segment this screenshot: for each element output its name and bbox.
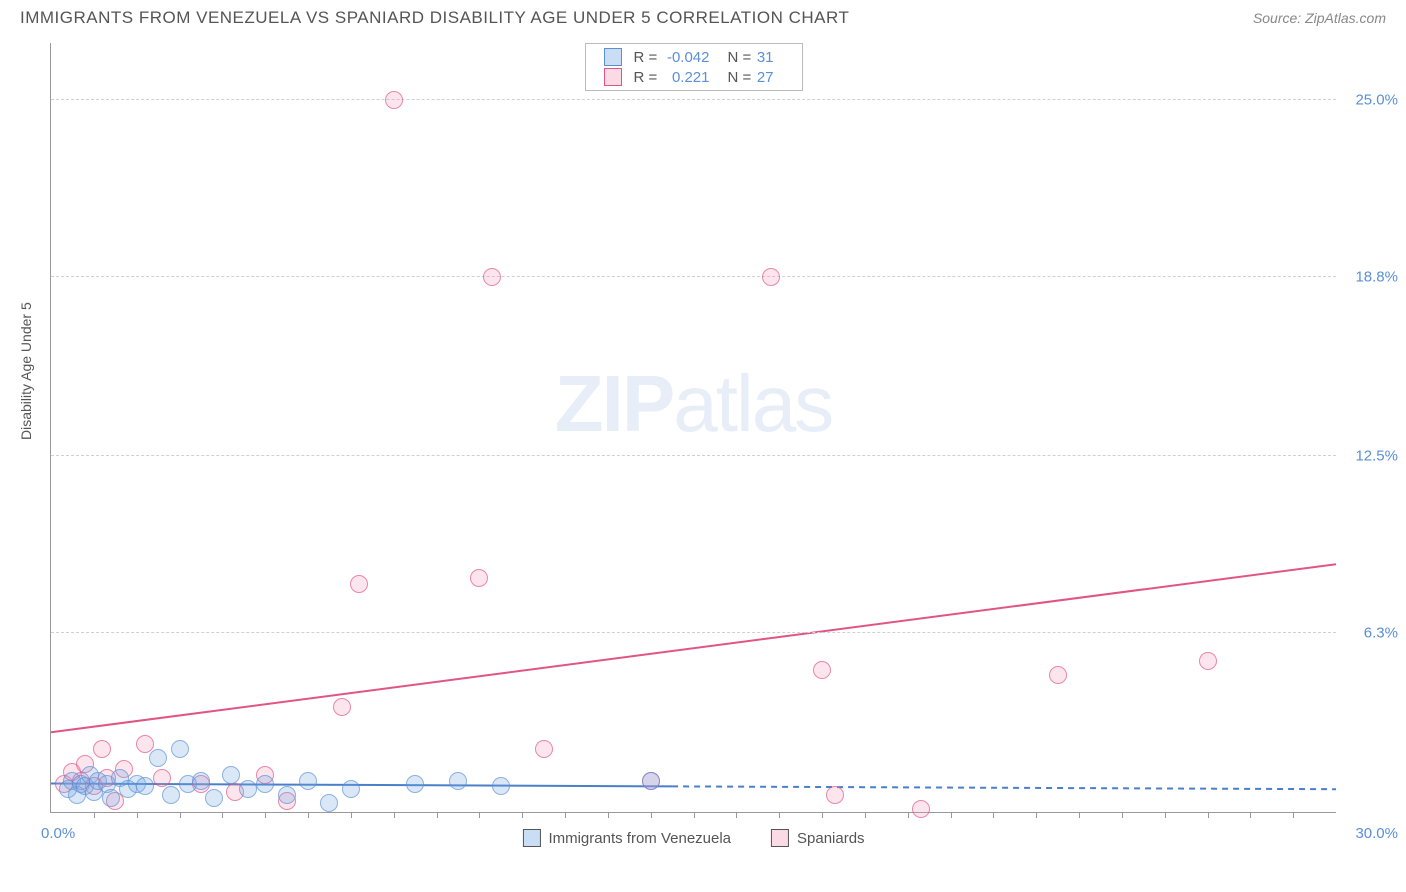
data-point [205,789,223,807]
blue-r-value: -0.042 [660,49,720,66]
x-tick [651,812,652,818]
x-tick [522,812,523,818]
y-tick-label: 12.5% [1355,447,1398,464]
data-point [192,772,210,790]
data-point [762,268,780,286]
data-point [470,569,488,587]
pink-n-value: 27 [754,69,784,86]
data-point [385,91,403,109]
x-tick [993,812,994,818]
x-tick [1250,812,1251,818]
data-point [93,740,111,758]
y-axis-label: Disability Age Under 5 [18,302,34,440]
data-point [535,740,553,758]
x-tick [608,812,609,818]
r-label: R = [626,49,660,66]
x-tick [479,812,480,818]
x-axis-max-label: 30.0% [1355,825,1398,842]
data-point [912,800,930,818]
x-tick [308,812,309,818]
x-tick [865,812,866,818]
data-point [342,780,360,798]
source-label: Source: ZipAtlas.com [1253,10,1386,26]
x-tick [222,812,223,818]
pink-r-value: 0.221 [660,69,720,86]
data-point [1049,666,1067,684]
legend-item-pink: Spaniards [771,829,865,847]
data-point [333,698,351,716]
r-label: R = [626,69,660,86]
gridline [51,99,1336,100]
data-point [642,772,660,790]
data-point [826,786,844,804]
data-point [153,769,171,787]
data-point [1199,652,1217,670]
data-point [256,775,274,793]
data-point [162,786,180,804]
x-tick [736,812,737,818]
data-point [278,786,296,804]
x-tick [1079,812,1080,818]
x-tick [951,812,952,818]
data-point [406,775,424,793]
data-point [136,777,154,795]
x-tick [180,812,181,818]
x-axis-min-label: 0.0% [41,825,75,842]
legend-item-blue: Immigrants from Venezuela [522,829,731,847]
data-point [492,777,510,795]
watermark: ZIPatlas [555,358,832,450]
x-tick [565,812,566,818]
legend: Immigrants from Venezuela Spaniards [522,829,864,847]
x-tick [1208,812,1209,818]
data-point [171,740,189,758]
x-tick [394,812,395,818]
legend-swatch-blue-icon [522,829,540,847]
x-tick [351,812,352,818]
data-point [483,268,501,286]
legend-swatch-pink-icon [771,829,789,847]
x-tick [822,812,823,818]
x-tick [137,812,138,818]
data-point [102,789,120,807]
data-point [222,766,240,784]
x-tick [1293,812,1294,818]
trend-lines [51,43,1336,812]
x-tick [94,812,95,818]
gridline [51,632,1336,633]
data-point [299,772,317,790]
chart-title: IMMIGRANTS FROM VENEZUELA VS SPANIARD DI… [20,8,849,28]
legend-label-pink: Spaniards [797,830,865,847]
x-tick [1165,812,1166,818]
data-point [449,772,467,790]
legend-swatch-blue-icon [604,48,622,66]
legend-label-blue: Immigrants from Venezuela [548,830,731,847]
x-tick [1036,812,1037,818]
n-label: N = [720,69,754,86]
x-tick [694,812,695,818]
data-point [149,749,167,767]
data-point [350,575,368,593]
gridline [51,455,1336,456]
data-point [320,794,338,812]
y-tick-label: 18.8% [1355,268,1398,285]
gridline [51,276,1336,277]
n-label: N = [720,49,754,66]
legend-swatch-pink-icon [604,68,622,86]
x-tick [1122,812,1123,818]
blue-n-value: 31 [754,49,784,66]
x-tick [437,812,438,818]
x-tick [779,812,780,818]
x-tick [908,812,909,818]
correlation-stats-box: R = -0.042 N = 31 R = 0.221 N = 27 [585,43,803,91]
x-tick [265,812,266,818]
y-tick-label: 6.3% [1364,624,1398,641]
y-tick-label: 25.0% [1355,91,1398,108]
data-point [239,780,257,798]
chart-plot-area: ZIPatlas R = -0.042 N = 31 R = 0.221 N =… [50,43,1336,813]
data-point [813,661,831,679]
